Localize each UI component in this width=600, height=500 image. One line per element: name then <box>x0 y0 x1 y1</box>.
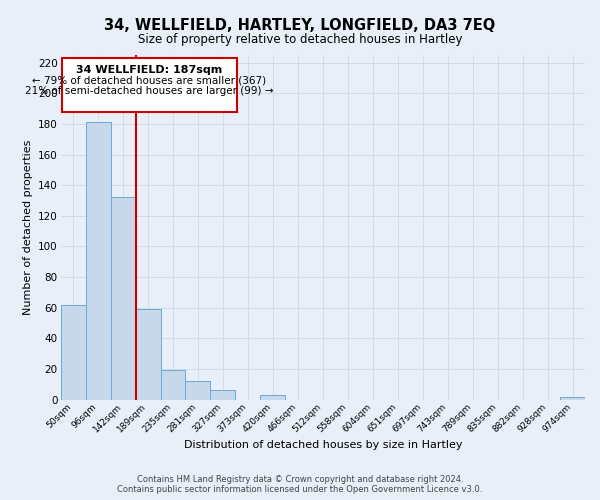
Bar <box>136 309 161 400</box>
Text: 21% of semi-detached houses are larger (99) →: 21% of semi-detached houses are larger (… <box>25 86 274 97</box>
Bar <box>560 396 585 400</box>
Bar <box>86 122 110 400</box>
Text: Contains HM Land Registry data © Crown copyright and database right 2024.
Contai: Contains HM Land Registry data © Crown c… <box>118 474 482 494</box>
Text: 34, WELLFIELD, HARTLEY, LONGFIELD, DA3 7EQ: 34, WELLFIELD, HARTLEY, LONGFIELD, DA3 7… <box>104 18 496 32</box>
Bar <box>110 198 136 400</box>
Y-axis label: Number of detached properties: Number of detached properties <box>23 140 32 315</box>
FancyBboxPatch shape <box>62 58 236 112</box>
Text: Size of property relative to detached houses in Hartley: Size of property relative to detached ho… <box>138 32 462 46</box>
Bar <box>185 381 211 400</box>
Bar <box>161 370 185 400</box>
Bar <box>260 395 286 400</box>
Text: 34 WELLFIELD: 187sqm: 34 WELLFIELD: 187sqm <box>76 65 223 75</box>
Bar <box>61 304 86 400</box>
Bar <box>211 390 235 400</box>
X-axis label: Distribution of detached houses by size in Hartley: Distribution of detached houses by size … <box>184 440 462 450</box>
Text: ← 79% of detached houses are smaller (367): ← 79% of detached houses are smaller (36… <box>32 76 266 86</box>
